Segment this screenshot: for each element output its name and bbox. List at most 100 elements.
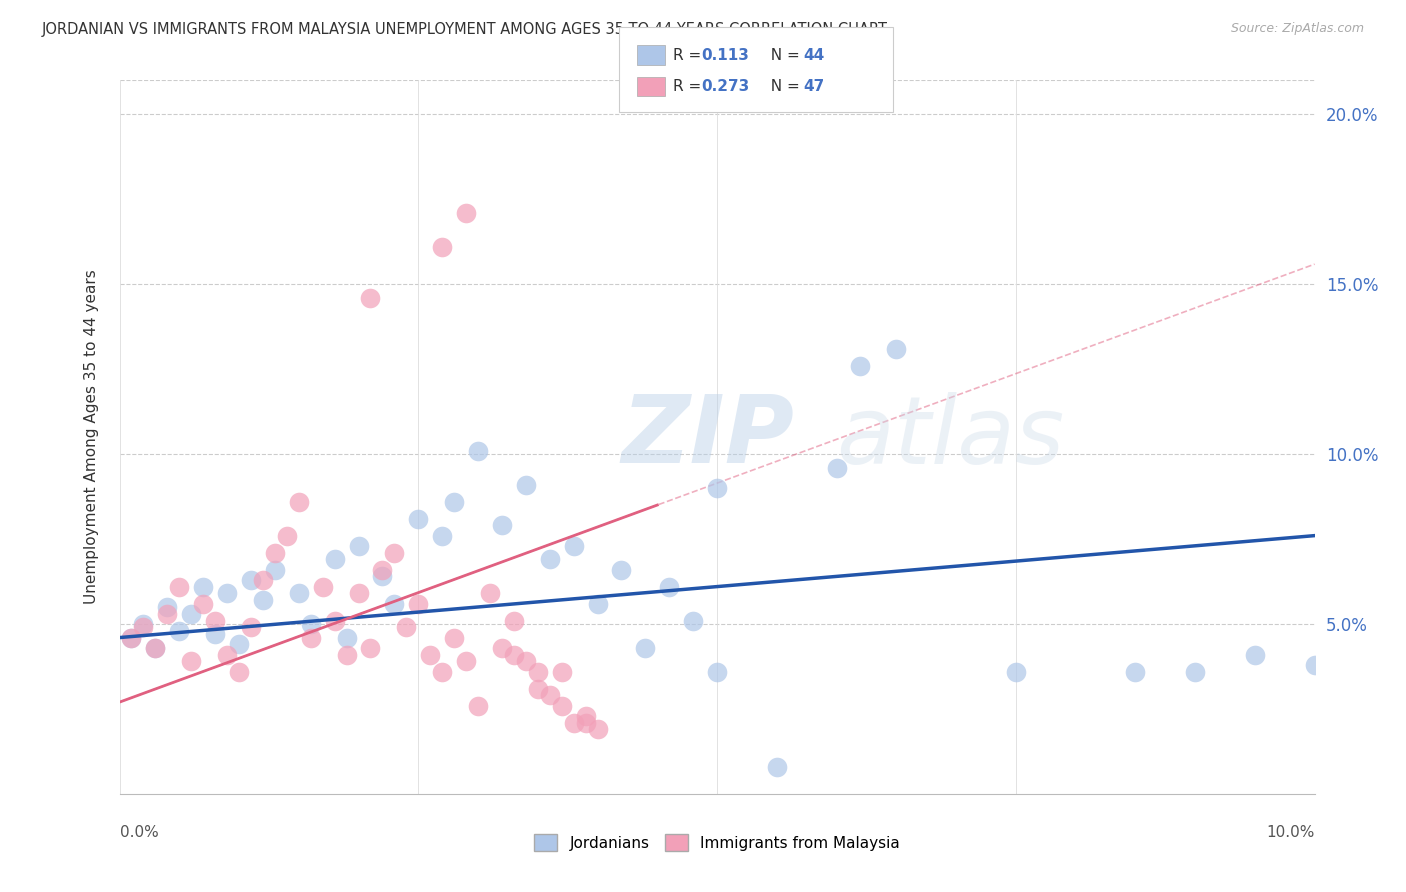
Text: 44: 44 xyxy=(803,48,824,62)
Text: ZIP: ZIP xyxy=(621,391,794,483)
Point xyxy=(336,631,357,645)
Point xyxy=(586,597,609,611)
Point xyxy=(456,206,478,220)
Point xyxy=(239,620,263,634)
Point xyxy=(169,624,191,638)
Text: Source: ZipAtlas.com: Source: ZipAtlas.com xyxy=(1230,22,1364,36)
Point xyxy=(288,494,311,508)
Point xyxy=(538,552,561,566)
Point xyxy=(538,689,561,703)
Point xyxy=(430,665,453,679)
Point xyxy=(371,563,394,577)
Point xyxy=(886,342,908,356)
Text: JORDANIAN VS IMMIGRANTS FROM MALAYSIA UNEMPLOYMENT AMONG AGES 35 TO 44 YEARS COR: JORDANIAN VS IMMIGRANTS FROM MALAYSIA UN… xyxy=(42,22,889,37)
Point xyxy=(252,593,274,607)
Point xyxy=(430,240,453,254)
Point xyxy=(408,511,430,525)
Point xyxy=(264,563,287,577)
Point xyxy=(169,580,191,594)
Point xyxy=(264,546,287,560)
Point xyxy=(276,528,298,542)
Point xyxy=(180,607,202,621)
Point xyxy=(562,715,585,730)
Point xyxy=(382,597,406,611)
Point xyxy=(1184,665,1206,679)
Point xyxy=(145,640,166,655)
Point xyxy=(849,359,872,373)
Point xyxy=(467,443,489,458)
Point xyxy=(395,620,418,634)
Point xyxy=(228,665,250,679)
Point xyxy=(443,631,465,645)
Point xyxy=(658,580,681,594)
Text: 0.113: 0.113 xyxy=(702,48,749,62)
Point xyxy=(217,648,239,662)
Point xyxy=(575,708,598,723)
Point xyxy=(132,620,155,634)
Point xyxy=(766,760,789,774)
Point xyxy=(503,614,526,628)
Point xyxy=(191,580,215,594)
Point xyxy=(503,648,526,662)
Point xyxy=(551,698,574,713)
Y-axis label: Unemployment Among Ages 35 to 44 years: Unemployment Among Ages 35 to 44 years xyxy=(84,269,98,605)
Point xyxy=(239,573,263,587)
Point xyxy=(456,654,478,668)
Point xyxy=(491,518,513,533)
Point xyxy=(156,607,179,621)
Point xyxy=(132,617,155,632)
Point xyxy=(204,614,226,628)
Point xyxy=(323,614,346,628)
Text: 0.0%: 0.0% xyxy=(120,825,159,840)
Point xyxy=(180,654,202,668)
Point xyxy=(467,698,489,713)
Text: N =: N = xyxy=(761,79,804,94)
Point xyxy=(419,648,441,662)
Point xyxy=(575,715,598,730)
Point xyxy=(527,681,550,696)
Point xyxy=(217,586,239,600)
Point xyxy=(299,617,322,632)
Point xyxy=(145,640,166,655)
Point xyxy=(299,631,322,645)
Point xyxy=(1125,665,1147,679)
Point xyxy=(682,614,704,628)
Point xyxy=(204,627,226,641)
Point xyxy=(371,569,394,583)
Point xyxy=(1005,665,1028,679)
Text: R =: R = xyxy=(673,79,707,94)
Point xyxy=(360,291,382,305)
Point xyxy=(347,586,370,600)
Point xyxy=(430,528,453,542)
Point xyxy=(551,665,574,679)
Point xyxy=(360,640,382,655)
Point xyxy=(252,573,274,587)
Text: R =: R = xyxy=(673,48,707,62)
Point xyxy=(478,586,502,600)
Text: 10.0%: 10.0% xyxy=(1267,825,1315,840)
Text: 47: 47 xyxy=(803,79,824,94)
Legend: Jordanians, Immigrants from Malaysia: Jordanians, Immigrants from Malaysia xyxy=(529,828,905,857)
Point xyxy=(288,586,311,600)
Point xyxy=(443,494,465,508)
Point xyxy=(825,460,848,475)
Point xyxy=(347,539,370,553)
Point xyxy=(634,640,657,655)
Text: atlas: atlas xyxy=(837,392,1064,483)
Point xyxy=(336,648,357,662)
Point xyxy=(312,580,335,594)
Point xyxy=(156,599,179,614)
Point xyxy=(706,665,728,679)
Point xyxy=(191,597,215,611)
Point xyxy=(382,546,406,560)
Point xyxy=(1244,648,1267,662)
Point xyxy=(323,552,346,566)
Point xyxy=(515,477,537,491)
Point xyxy=(527,665,550,679)
Point xyxy=(228,637,250,651)
Point xyxy=(408,597,430,611)
Point xyxy=(121,631,143,645)
Point xyxy=(706,481,728,495)
Point xyxy=(491,640,513,655)
Point xyxy=(562,539,585,553)
